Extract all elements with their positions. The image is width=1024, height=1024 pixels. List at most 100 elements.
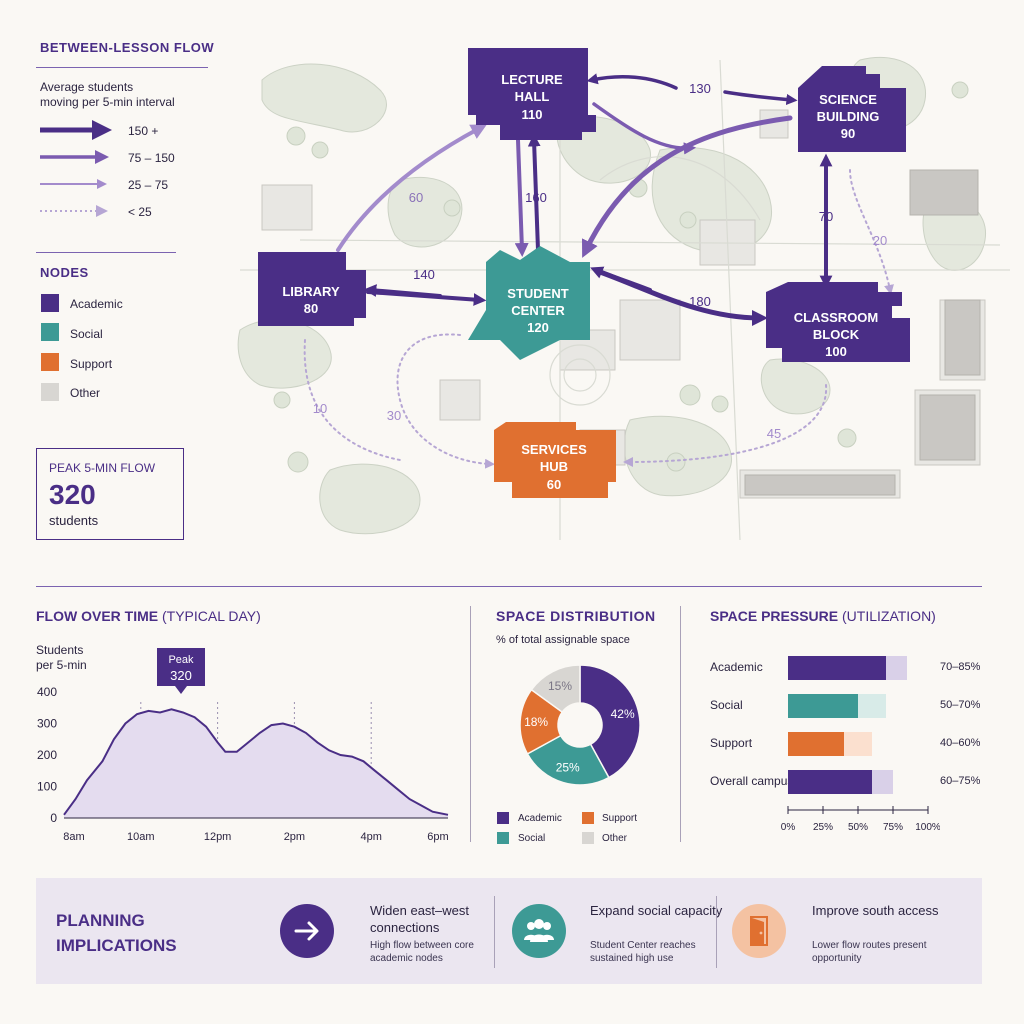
panel-separator [470,606,471,842]
map-dark-buildings [744,169,981,496]
planning-item-sub: Lower flow routes present opportunity [812,940,927,964]
flow-arrow-science-student [581,115,793,258]
pressure-row-label: Social [710,698,743,712]
node-swatch-academic [41,294,59,312]
planning-item-head: Widen east–west connections [370,903,469,935]
legend-title: BETWEEN-LESSON FLOW [40,40,215,55]
door-icon [732,904,786,958]
flow-arrow-student-services [396,333,495,469]
flow-over-time-title-suffix: (TYPICAL DAY) [162,608,261,624]
node-classroom-block [766,282,910,362]
planning-item-sub: High flow between core academic nodes [370,940,474,964]
planning-separator [716,896,717,968]
space-pressure-title: SPACE PRESSURE (UTILIZATION) [710,608,936,624]
node-swatch-support [41,353,59,371]
section-divider [36,586,982,587]
planning-separator [494,896,495,968]
pie-legend-label: Social [518,833,546,844]
flow-level-label: 150 + [128,124,159,138]
planning-title-line1: PLANNING [56,911,145,930]
flow-label: 140 [413,267,435,282]
flow-arrow-lecture-student [514,138,529,257]
pie-slice-label: 42% [611,707,635,721]
pressure-row-label: Support [710,736,753,750]
space-pressure-chart: 0% 25% 50% 75% 100% [781,656,940,833]
pressure-tick-label: 0% [781,822,796,833]
flow-arrow-library-lecture [336,124,488,252]
node-label-value: 60 [547,477,561,492]
pressure-row-range: 60–75% [940,775,981,787]
flow-y-tick: 200 [37,748,57,762]
legend-subtitle-1: Average students [40,80,134,94]
peak-flow-label: PEAK 5-MIN FLOW [49,461,156,475]
nodes-title: NODES [40,265,89,280]
panel-separator [680,606,681,842]
node-label-line1: CLASSROOM [794,310,879,325]
flow-line [63,708,449,816]
flow-level-arrows [40,120,112,217]
map-paths [240,59,1010,541]
flow-level-label: < 25 [128,205,152,219]
flow-y-tick: 0 [50,811,57,825]
flow-label: 70 [819,209,833,224]
pressure-row-range: 70–85% [940,661,981,673]
pressure-tick-label: 50% [848,822,868,833]
pie-slice-other [530,664,581,714]
peak-callout-box [157,648,205,686]
node-label-line2: HUB [540,459,568,474]
pie-slice-label: 15% [548,679,572,693]
node-label-line2: BLOCK [813,327,860,342]
pie-legend-label: Other [602,833,628,844]
space-pressure-title-suffix: (UTILIZATION) [842,608,936,624]
flow-level-label: 25 – 75 [128,178,169,192]
planning-item-head: Improve south access [812,903,939,918]
node-label-value: 120 [527,320,549,335]
node-type-label: Other [70,386,101,400]
flow-label: 30 [387,408,401,423]
node-library [258,252,366,326]
flow-x-tick: 6pm [427,831,448,843]
pressure-bar-core [788,770,872,794]
flow-x-tick: 10am [127,831,155,843]
node-label-line2: HALL [515,89,550,104]
nodes-rule [36,252,176,253]
node-label-value: 100 [825,344,847,359]
legend-title-rule [36,67,208,68]
flow-x-tick: 2pm [284,831,305,843]
pie-slice-social [526,734,610,786]
peak-flow-box: PEAK 5-MIN FLOW 320 students [36,448,184,540]
pressure-tick-label: 25% [813,822,833,833]
flow-arrow-classroom-services [623,384,828,467]
peak-flow-unit: students [49,513,99,528]
pressure-bar-core [788,656,886,680]
node-label-line1: SERVICES [521,442,587,457]
flow-x-tick: 12pm [204,831,232,843]
flow-over-time-title: FLOW OVER TIME (TYPICAL DAY) [36,608,261,624]
node-labels: LECTURE HALL 110 SCIENCE BUILDING 90 LIB… [282,72,879,492]
peak-callout-value: 320 [170,668,192,683]
peak-callout-label: Peak [168,654,194,666]
space-distribution-title: SPACE DISTRIBUTION [496,608,656,624]
arrow-right-icon [280,904,334,958]
pressure-tick-label: 75% [883,822,903,833]
node-lecture-hall [468,48,596,140]
node-label-line2: BUILDING [817,109,880,124]
pie-legend-label: Support [602,813,638,824]
pressure-row-range: 50–70% [940,699,981,711]
campus-map: LECTURE HALL 110 SCIENCE BUILDING 90 LIB… [237,48,1010,541]
flow-label: 20 [873,233,887,248]
flow-x-tick: 8am [63,831,84,843]
flow-over-time-title-main: FLOW OVER TIME [36,608,159,624]
pie-slice-label: 25% [556,760,580,774]
flow-label: 10 [313,401,327,416]
node-science-building [798,66,906,152]
pie-legend-swatch-social [497,832,509,844]
flow-arrows [303,73,894,469]
node-label-value: 110 [522,107,543,122]
node-type-label: Social [70,327,103,341]
pressure-row-label: Academic [710,660,763,674]
space-distribution-pie: 42% 25% 18% 15% [519,664,641,786]
node-small-academic [888,292,902,306]
flow-arrow-science-classroom-dotted [849,169,894,295]
